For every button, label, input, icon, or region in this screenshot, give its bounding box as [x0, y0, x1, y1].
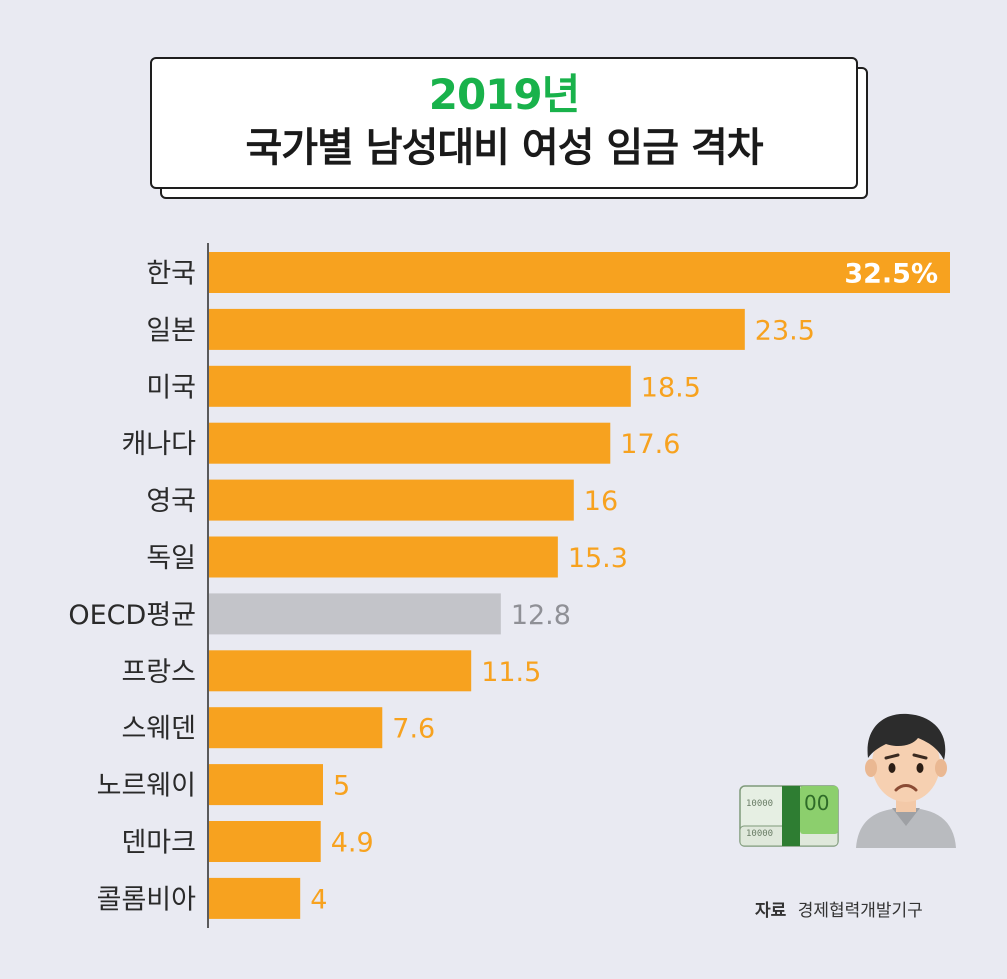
value-label-7: 11.5: [481, 657, 541, 688]
value-label-4: 16: [584, 486, 618, 517]
bar-3: [209, 422, 611, 464]
money-stack-icon: 10000 10000 00: [739, 785, 839, 847]
category-label-0: 한국: [146, 259, 196, 290]
title-box: 2019년 국가별 남성대비 여성 임금 격차: [150, 57, 858, 189]
category-label-4: 영국: [146, 486, 196, 517]
source-text: 경제협력개발기구: [797, 901, 923, 921]
bar-6: [209, 593, 501, 635]
category-label-10: 덴마크: [121, 828, 196, 859]
bar-10: [209, 821, 321, 862]
value-label-6: 12.8: [511, 600, 571, 631]
bar-5: [209, 536, 558, 578]
category-label-5: 독일: [146, 543, 196, 574]
category-label-1: 일본: [146, 315, 196, 346]
value-label-8: 7.6: [392, 714, 435, 745]
bar-8: [209, 707, 383, 749]
bar-4: [209, 479, 574, 521]
money-text-c: 00: [804, 791, 829, 815]
bar-1: [209, 308, 745, 350]
value-label-5: 15.3: [568, 543, 628, 574]
value-label-9: 5: [333, 771, 350, 802]
value-label-1: 23.5: [755, 315, 815, 346]
value-label-3: 17.6: [620, 429, 680, 460]
bar-2: [209, 365, 631, 407]
bars-group: 한국 32.5% 일본 23.5 미국 18.5 캐나다 17.6 영국 16 독일 15.3 OECD…: [68, 252, 950, 919]
category-label-8: 스웨덴: [121, 714, 196, 745]
bar-11: [209, 877, 301, 919]
bar-7: [209, 650, 472, 692]
money-text-b: 10000: [746, 829, 773, 839]
category-label-3: 캐나다: [121, 429, 196, 460]
money-text-a: 10000: [746, 799, 773, 809]
category-label-2: 미국: [146, 372, 196, 403]
category-label-11: 콜롬비아: [97, 884, 197, 915]
category-label-9: 노르웨이: [97, 771, 196, 802]
value-label-10: 4.9: [331, 828, 374, 859]
source-label: 자료: [755, 901, 787, 921]
source-note: 자료 경제협력개발기구: [755, 896, 923, 921]
value-label-0: 32.5%: [844, 259, 938, 290]
value-label-2: 18.5: [641, 372, 701, 403]
title-year: 2019년: [428, 70, 581, 119]
bar-9: [209, 764, 323, 806]
category-label-6: OECD평균: [68, 600, 196, 631]
worried-person-icon: [856, 713, 956, 848]
category-label-7: 프랑스: [121, 657, 196, 688]
bar-0: [209, 252, 950, 293]
title-main: 국가별 남성대비 여성 임금 격차: [245, 125, 763, 171]
value-label-11: 4: [310, 884, 327, 915]
